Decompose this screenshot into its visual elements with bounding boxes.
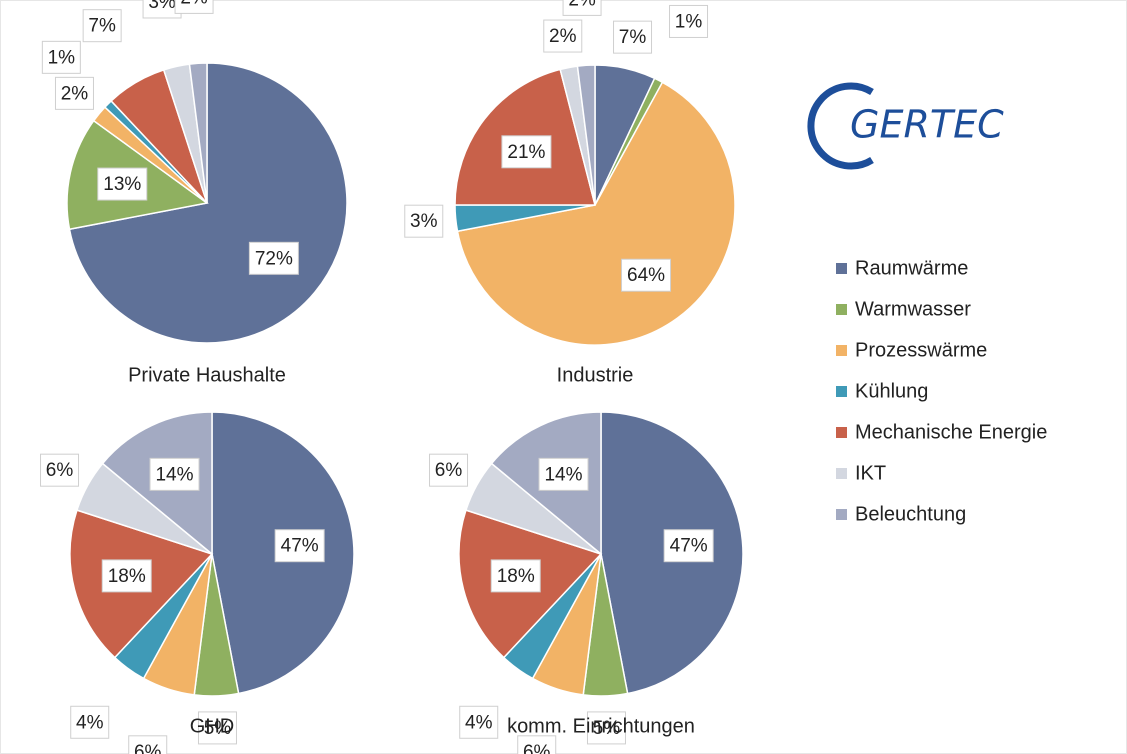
- data-label-box: [517, 735, 557, 754]
- data-label: 6%: [523, 742, 551, 754]
- data-label-box: [97, 167, 148, 201]
- pie-title: komm. Einrichtungen: [507, 715, 695, 737]
- data-label: 64%: [627, 265, 665, 286]
- pie-slice: [576, 64, 596, 206]
- data-label-box: [197, 711, 237, 745]
- data-label-box: [543, 19, 583, 53]
- legend-label: IKT: [855, 462, 886, 484]
- data-label: 21%: [507, 142, 545, 163]
- data-label: 2%: [568, 0, 596, 10]
- data-label: 5%: [593, 718, 621, 739]
- data-label: 6%: [46, 460, 74, 481]
- data-label-box: [404, 204, 444, 238]
- logo-text: GERTEC: [850, 103, 1004, 147]
- pie-slice: [188, 62, 208, 204]
- data-label: 4%: [465, 712, 493, 733]
- logo: GERTEC: [807, 82, 1004, 170]
- data-label-box: [82, 9, 122, 43]
- data-label-box: [501, 135, 552, 169]
- legend-swatch: [836, 427, 847, 438]
- data-label: 47%: [281, 536, 319, 557]
- data-label: 47%: [670, 536, 708, 557]
- data-label-box: [149, 457, 200, 491]
- legend-label: Warmwasser: [855, 298, 971, 320]
- pie-title: Private Haushalte: [128, 364, 286, 386]
- data-label: 2%: [180, 0, 208, 8]
- data-label: 7%: [619, 27, 647, 48]
- data-label: 18%: [497, 566, 535, 587]
- legend-swatch: [836, 468, 847, 479]
- legend-label: Prozesswärme: [855, 339, 987, 361]
- data-label-box: [490, 559, 541, 593]
- data-label: 1%: [48, 47, 76, 68]
- data-label-box: [538, 457, 589, 491]
- data-label-box: [70, 705, 110, 739]
- legend-swatch: [836, 304, 847, 315]
- data-label: 7%: [88, 16, 116, 37]
- logo-arc: [807, 82, 874, 170]
- data-label: 2%: [549, 26, 577, 47]
- data-label-box: [101, 559, 152, 593]
- data-label-box: [562, 0, 602, 16]
- data-label-box: [429, 453, 469, 487]
- data-label: 6%: [134, 742, 162, 754]
- data-label-box: [586, 711, 626, 745]
- data-label: 14%: [544, 464, 582, 485]
- data-label: 72%: [255, 248, 293, 269]
- data-label: 6%: [435, 460, 463, 481]
- data-label: 3%: [410, 211, 438, 232]
- legend-swatch: [836, 386, 847, 397]
- data-label: 14%: [155, 464, 193, 485]
- data-label-box: [669, 4, 709, 38]
- data-label-box: [459, 705, 499, 739]
- data-label-box: [40, 453, 80, 487]
- data-label: 4%: [76, 712, 104, 733]
- legend-swatch: [836, 509, 847, 520]
- legend-label: Kühlung: [855, 380, 928, 402]
- data-label-box: [663, 529, 714, 563]
- pie-title: GHD: [190, 715, 234, 737]
- pie-title: Industrie: [557, 364, 634, 386]
- legend-label: Beleuchtung: [855, 503, 966, 525]
- data-label-box: [174, 0, 214, 14]
- legend-label: Raumwärme: [855, 257, 968, 279]
- legend-swatch: [836, 263, 847, 274]
- data-label-box: [613, 20, 653, 54]
- data-label-box: [621, 258, 672, 292]
- data-label-box: [128, 735, 168, 754]
- data-label: 13%: [103, 174, 141, 195]
- data-label: 5%: [204, 718, 232, 739]
- data-label-box: [248, 241, 299, 275]
- legend-swatch: [836, 345, 847, 356]
- data-label: 2%: [61, 83, 89, 104]
- data-label-box: [54, 76, 94, 110]
- data-label-box: [41, 40, 81, 74]
- data-label: 18%: [108, 566, 146, 587]
- data-label-box: [274, 529, 325, 563]
- data-label: 1%: [675, 11, 703, 32]
- legend-label: Mechanische Energie: [855, 421, 1047, 443]
- data-label: 3%: [148, 0, 176, 13]
